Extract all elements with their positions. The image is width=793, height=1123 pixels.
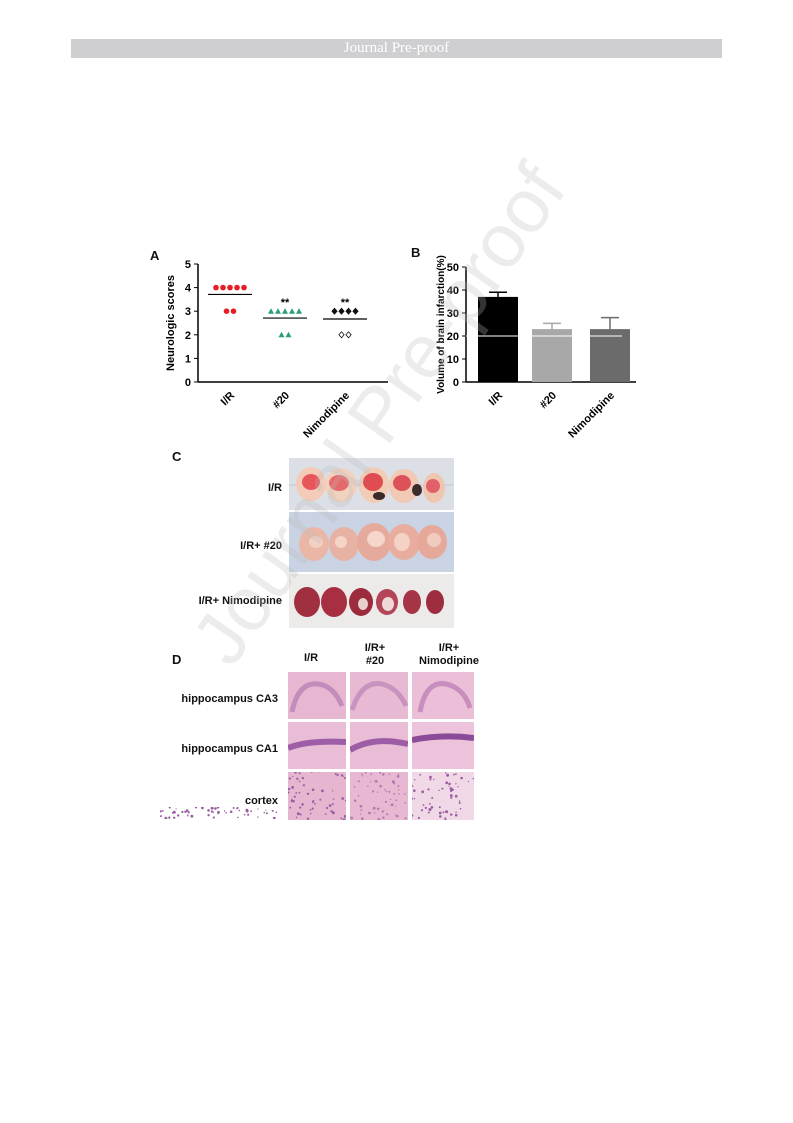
x-category-label-a: Nimodipine bbox=[301, 390, 352, 441]
histology-ir-20-ca3 bbox=[349, 672, 409, 719]
y-axis-title-a: Neurologic scores bbox=[165, 275, 177, 371]
data-point-a bbox=[345, 307, 352, 315]
y-tick-label-b: 0 bbox=[453, 377, 459, 389]
x-category-label-b: Nimodipine bbox=[566, 390, 617, 441]
data-point-a bbox=[227, 284, 233, 291]
y-tick-label-a: 4 bbox=[185, 283, 192, 295]
y-tick-label-b: 30 bbox=[447, 308, 459, 320]
data-point-a bbox=[296, 308, 302, 314]
y-tick-label-a: 2 bbox=[185, 330, 191, 342]
x-category-label-b: #20 bbox=[538, 390, 559, 411]
y-axis-title-b: Volume of brain infarction(%) bbox=[436, 255, 447, 394]
brain-row-label-ir: I/R bbox=[267, 482, 282, 494]
y-tick-label-a: 0 bbox=[185, 377, 191, 389]
y-tick-label-a: 3 bbox=[185, 306, 191, 318]
significance-marker-a: ** bbox=[281, 297, 290, 309]
data-point-a bbox=[223, 308, 230, 314]
brain-slices-photo-ir bbox=[289, 458, 454, 510]
panel-d-label: D bbox=[172, 652, 182, 667]
brain-slices-photo-ir-20 bbox=[289, 512, 454, 572]
panel-c-label: C bbox=[172, 449, 182, 464]
bar-b bbox=[478, 296, 518, 382]
histology-ir-ca1 bbox=[286, 722, 347, 769]
data-point-a bbox=[275, 308, 281, 314]
histology-nimodipine-cortex bbox=[410, 772, 475, 821]
y-tick-label-b: 40 bbox=[447, 285, 459, 297]
histology-ir-cortex bbox=[287, 771, 347, 821]
panel-b-label: B bbox=[411, 245, 421, 260]
brain-row-label-ir-nimodipine: I/R+ Nimodipine bbox=[198, 595, 282, 607]
y-tick-label-a: 5 bbox=[185, 259, 191, 271]
brain-slices-photo-ir-nimodipine bbox=[289, 574, 454, 628]
y-tick-label-b: 50 bbox=[447, 262, 459, 274]
x-category-label-a: I/R bbox=[219, 390, 237, 408]
data-point-a bbox=[338, 331, 345, 339]
histology-ir-20-cortex bbox=[350, 771, 408, 822]
x-category-label-b: I/R bbox=[487, 390, 505, 408]
y-tick-label-b: 20 bbox=[447, 331, 459, 343]
histology-nimodipine-ca1 bbox=[411, 722, 475, 769]
histology-col-ir-nimodipine: I/R+ Nimodipine bbox=[419, 642, 479, 667]
data-point-a bbox=[230, 308, 237, 314]
journal-banner: Journal Pre-proof bbox=[71, 39, 722, 58]
panel-a-label: A bbox=[150, 248, 160, 263]
data-point-a bbox=[289, 308, 295, 314]
x-category-label-a: #20 bbox=[271, 390, 292, 411]
histology-col-ir-20: I/R+ #20 bbox=[364, 642, 386, 667]
histology-col-ir: I/R bbox=[303, 652, 319, 664]
significance-marker-a: ** bbox=[341, 297, 350, 309]
histology-row-ca1: hippocampus CA1 bbox=[181, 743, 278, 755]
data-point-a bbox=[213, 284, 219, 291]
data-point-a bbox=[338, 307, 345, 315]
data-point-a bbox=[285, 331, 292, 338]
data-point-a bbox=[331, 307, 338, 315]
y-tick-label-b: 10 bbox=[447, 354, 459, 366]
histology-row-cortex: cortex bbox=[159, 795, 278, 822]
data-point-a bbox=[220, 284, 226, 291]
data-point-a bbox=[352, 307, 359, 315]
y-tick-label-a: 1 bbox=[185, 353, 191, 365]
data-point-a bbox=[282, 308, 288, 314]
bar-b bbox=[532, 329, 572, 382]
data-point-a bbox=[241, 284, 247, 291]
histology-row-ca3: hippocampus CA3 bbox=[181, 693, 278, 705]
data-point-a bbox=[268, 308, 274, 314]
histology-ir-20-ca1 bbox=[348, 722, 409, 769]
data-point-a bbox=[234, 284, 240, 291]
chart-a-neurologic-scores: 0 1 2 3 4 5 Neurologic scores I/R ** #20 ** Nimodip… bbox=[165, 259, 388, 441]
brain-row-label-ir-20: I/R+ #20 bbox=[240, 540, 282, 552]
data-point-a bbox=[278, 331, 285, 338]
histology-nimodipine-ca3 bbox=[412, 672, 474, 719]
bar-b bbox=[590, 329, 630, 382]
histology-ir-ca3 bbox=[288, 672, 346, 719]
data-point-a bbox=[345, 331, 352, 339]
